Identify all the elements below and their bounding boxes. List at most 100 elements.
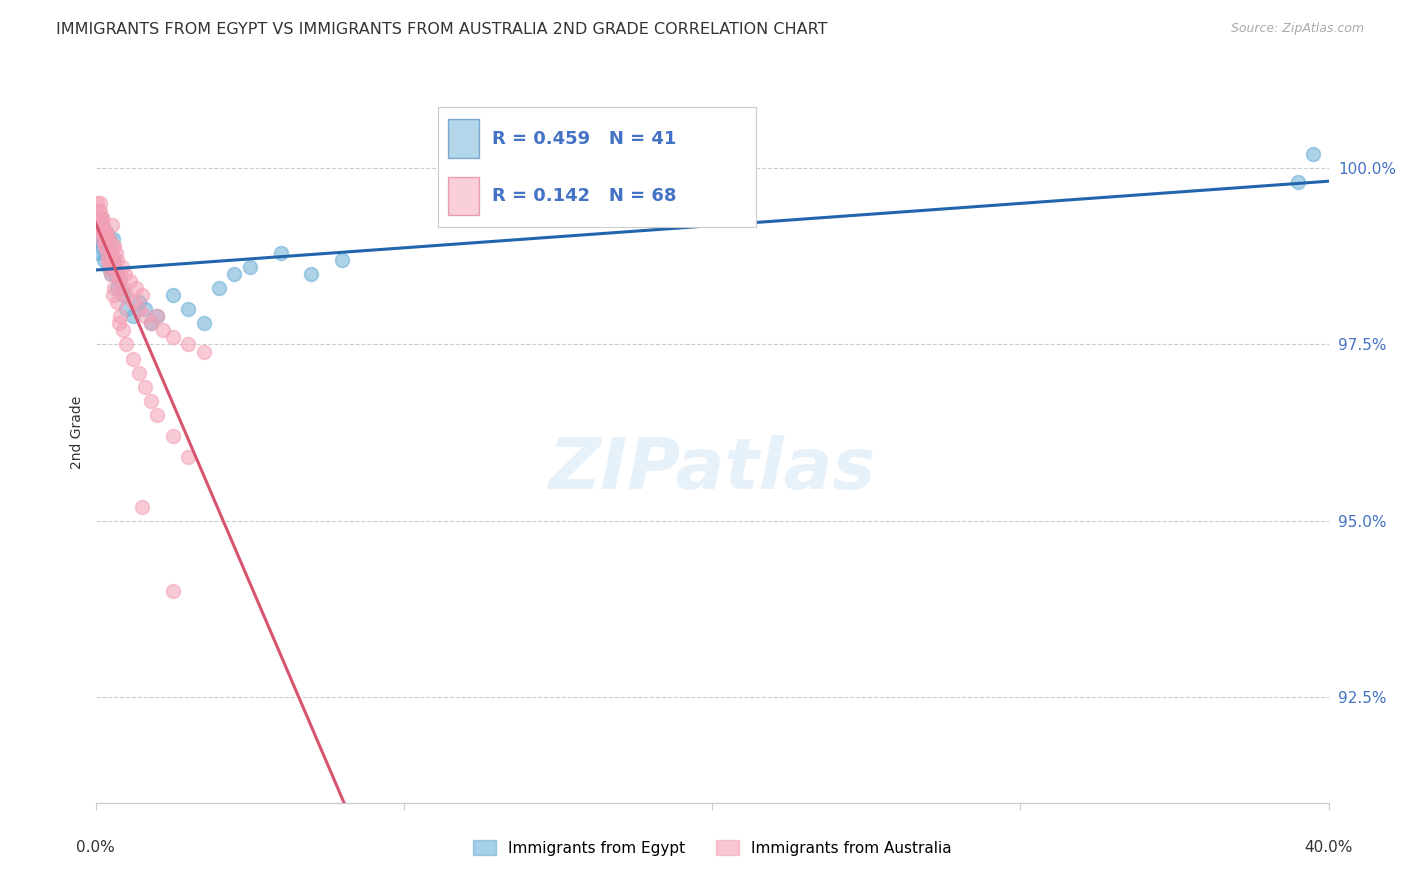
Point bbox=[152, 323, 174, 337]
Text: 0.0%: 0.0% bbox=[76, 840, 115, 855]
Legend: Immigrants from Egypt, Immigrants from Australia: Immigrants from Egypt, Immigrants from A… bbox=[467, 834, 957, 862]
Point bbox=[100, 218, 122, 232]
Point bbox=[103, 281, 125, 295]
Point bbox=[193, 316, 215, 330]
Point bbox=[87, 245, 110, 260]
Point bbox=[134, 380, 156, 394]
Point bbox=[90, 211, 112, 225]
Y-axis label: 2nd Grade: 2nd Grade bbox=[70, 396, 84, 469]
Point bbox=[100, 267, 122, 281]
Point bbox=[118, 274, 141, 288]
Point bbox=[94, 245, 117, 260]
Point bbox=[91, 225, 114, 239]
Point bbox=[107, 316, 129, 330]
Point bbox=[162, 584, 184, 599]
Point bbox=[89, 196, 111, 211]
Point bbox=[110, 310, 132, 324]
Point bbox=[86, 232, 108, 246]
Point bbox=[162, 429, 184, 443]
Point bbox=[110, 274, 132, 288]
Point bbox=[1302, 147, 1324, 161]
Point bbox=[89, 225, 111, 239]
Point bbox=[100, 245, 122, 260]
Point bbox=[270, 245, 292, 260]
Point bbox=[105, 295, 128, 310]
Text: Source: ZipAtlas.com: Source: ZipAtlas.com bbox=[1230, 22, 1364, 36]
Point bbox=[98, 232, 121, 246]
Point bbox=[104, 245, 127, 260]
Point bbox=[139, 393, 162, 408]
Point bbox=[94, 232, 117, 246]
FancyBboxPatch shape bbox=[447, 120, 479, 158]
Point bbox=[112, 281, 135, 295]
Point bbox=[121, 295, 143, 310]
Point bbox=[101, 239, 124, 253]
Point bbox=[139, 316, 162, 330]
Point bbox=[208, 281, 231, 295]
Point bbox=[87, 203, 110, 218]
Point bbox=[90, 211, 112, 225]
Point bbox=[96, 245, 118, 260]
Point bbox=[94, 232, 117, 246]
Point bbox=[110, 267, 132, 281]
Text: 40.0%: 40.0% bbox=[1305, 840, 1353, 855]
Point bbox=[97, 232, 120, 246]
Point bbox=[139, 316, 162, 330]
Point bbox=[93, 225, 115, 239]
Point bbox=[125, 281, 148, 295]
Point bbox=[97, 252, 120, 267]
Point bbox=[100, 267, 122, 281]
Point bbox=[146, 310, 169, 324]
Point bbox=[89, 211, 111, 225]
Point bbox=[107, 274, 129, 288]
Text: R = 0.142   N = 68: R = 0.142 N = 68 bbox=[492, 187, 676, 205]
Point bbox=[98, 260, 121, 274]
Point bbox=[87, 218, 110, 232]
Point bbox=[104, 260, 127, 274]
Point bbox=[134, 302, 156, 317]
Point bbox=[94, 239, 117, 253]
Point bbox=[162, 288, 184, 302]
Point bbox=[103, 239, 125, 253]
Point bbox=[224, 267, 246, 281]
Point bbox=[146, 310, 169, 324]
Text: IMMIGRANTS FROM EGYPT VS IMMIGRANTS FROM AUSTRALIA 2ND GRADE CORRELATION CHART: IMMIGRANTS FROM EGYPT VS IMMIGRANTS FROM… bbox=[56, 22, 828, 37]
Point bbox=[299, 267, 322, 281]
Point bbox=[330, 252, 353, 267]
Point bbox=[97, 260, 120, 274]
Point bbox=[104, 267, 127, 281]
Point bbox=[131, 500, 153, 514]
Point bbox=[111, 260, 134, 274]
Point bbox=[131, 288, 153, 302]
Point bbox=[101, 288, 124, 302]
Point bbox=[91, 218, 114, 232]
FancyBboxPatch shape bbox=[447, 177, 479, 215]
Point bbox=[94, 239, 117, 253]
Text: ZIPatlas: ZIPatlas bbox=[548, 435, 876, 504]
Point bbox=[112, 288, 135, 302]
Point bbox=[115, 337, 138, 351]
Point bbox=[96, 225, 118, 239]
Point bbox=[90, 239, 112, 253]
Point bbox=[98, 245, 121, 260]
Point bbox=[115, 288, 138, 302]
Text: R = 0.459   N = 41: R = 0.459 N = 41 bbox=[492, 129, 676, 147]
Point bbox=[128, 366, 150, 380]
Point bbox=[105, 267, 128, 281]
Point bbox=[121, 310, 143, 324]
Point bbox=[162, 330, 184, 344]
Point bbox=[1286, 175, 1309, 189]
Point bbox=[89, 203, 111, 218]
Point bbox=[121, 351, 143, 366]
Point bbox=[103, 252, 125, 267]
Point bbox=[90, 232, 112, 246]
Point bbox=[89, 218, 111, 232]
Point bbox=[177, 302, 200, 317]
Point bbox=[97, 232, 120, 246]
Point bbox=[96, 225, 118, 239]
Point bbox=[87, 211, 110, 225]
Point bbox=[112, 323, 135, 337]
Point bbox=[114, 267, 136, 281]
Point bbox=[177, 450, 200, 465]
Point bbox=[146, 408, 169, 422]
